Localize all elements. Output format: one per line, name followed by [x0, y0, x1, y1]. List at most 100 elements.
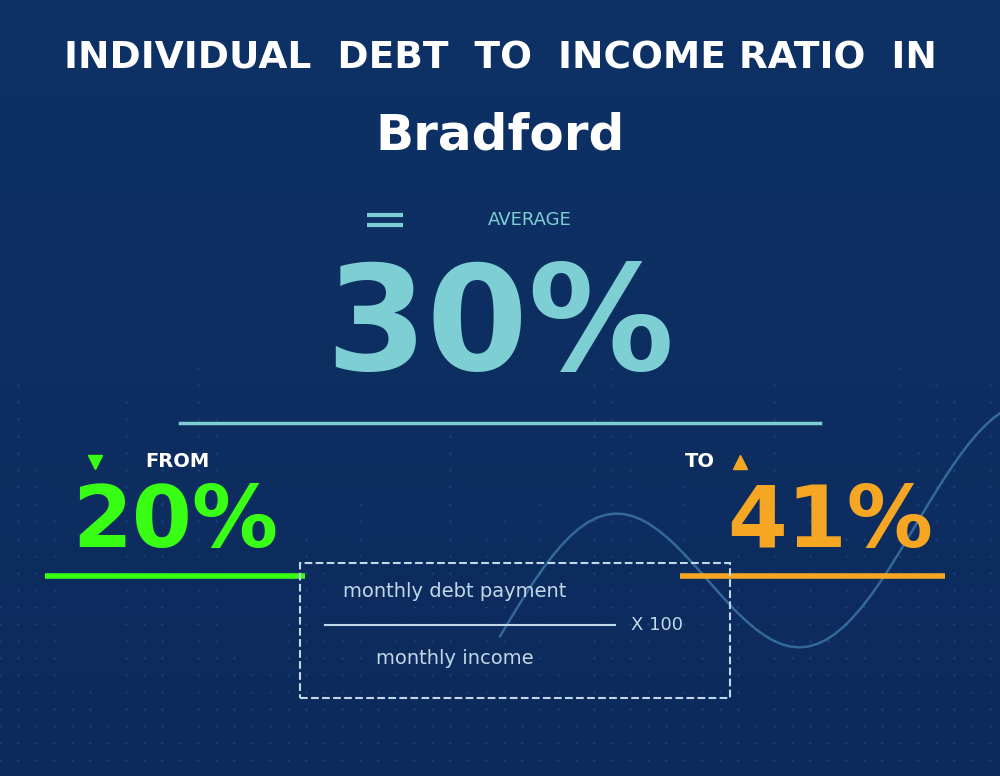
- Bar: [0, 427, 1000, 435]
- Bar: [0, 132, 1000, 140]
- Bar: [0, 714, 1000, 722]
- Bar: [0, 388, 1000, 396]
- Bar: [0, 109, 1000, 116]
- Bar: [0, 582, 1000, 590]
- Bar: [0, 559, 1000, 566]
- Bar: [0, 163, 1000, 171]
- Bar: [0, 504, 1000, 512]
- Bar: [0, 287, 1000, 295]
- Bar: [0, 210, 1000, 217]
- Bar: [0, 233, 1000, 241]
- Bar: [0, 47, 1000, 54]
- Bar: [0, 551, 1000, 559]
- Text: AVERAGE: AVERAGE: [488, 210, 572, 229]
- Bar: [0, 629, 1000, 636]
- Bar: [0, 279, 1000, 287]
- Bar: [0, 442, 1000, 450]
- Bar: [0, 85, 1000, 93]
- Bar: [0, 334, 1000, 341]
- Bar: [0, 512, 1000, 520]
- Bar: [0, 722, 1000, 729]
- Bar: [0, 101, 1000, 109]
- Text: Bradford: Bradford: [375, 112, 625, 160]
- Bar: [0, 458, 1000, 466]
- Bar: [0, 613, 1000, 621]
- Bar: [0, 745, 1000, 753]
- Bar: [0, 124, 1000, 132]
- Bar: [0, 753, 1000, 760]
- Bar: [0, 737, 1000, 745]
- Bar: [0, 605, 1000, 613]
- Bar: [0, 248, 1000, 256]
- Bar: [0, 698, 1000, 706]
- Bar: [0, 760, 1000, 768]
- Bar: [0, 78, 1000, 85]
- Bar: [0, 636, 1000, 644]
- Bar: [0, 326, 1000, 334]
- Bar: [0, 667, 1000, 675]
- Bar: [0, 528, 1000, 535]
- Bar: [0, 660, 1000, 667]
- Bar: [0, 341, 1000, 349]
- Bar: [0, 691, 1000, 698]
- Bar: [0, 768, 1000, 776]
- Bar: [300, 563, 730, 698]
- Bar: [0, 241, 1000, 248]
- Text: monthly debt payment: monthly debt payment: [343, 582, 567, 601]
- Text: X 100: X 100: [631, 615, 683, 634]
- Bar: [0, 435, 1000, 442]
- Bar: [0, 140, 1000, 147]
- Bar: [0, 535, 1000, 543]
- Bar: [0, 473, 1000, 481]
- Bar: [0, 264, 1000, 272]
- Bar: [0, 303, 1000, 310]
- Bar: [0, 16, 1000, 23]
- Bar: [0, 39, 1000, 47]
- Bar: [0, 683, 1000, 691]
- Bar: [0, 310, 1000, 318]
- Bar: [0, 272, 1000, 279]
- Bar: [0, 178, 1000, 186]
- Bar: [0, 590, 1000, 598]
- Bar: [0, 396, 1000, 404]
- Bar: [0, 155, 1000, 163]
- Text: 41%: 41%: [727, 483, 933, 565]
- Text: INDIVIDUAL  DEBT  TO  INCOME RATIO  IN: INDIVIDUAL DEBT TO INCOME RATIO IN: [64, 40, 936, 76]
- Bar: [0, 644, 1000, 652]
- Bar: [0, 419, 1000, 427]
- Bar: [0, 31, 1000, 39]
- Bar: [0, 0, 1000, 8]
- Bar: [0, 621, 1000, 629]
- Bar: [0, 217, 1000, 225]
- Bar: [0, 54, 1000, 62]
- Bar: [0, 365, 1000, 372]
- Bar: [0, 357, 1000, 365]
- Bar: [0, 574, 1000, 582]
- Bar: [0, 729, 1000, 737]
- Bar: [0, 225, 1000, 233]
- Bar: [0, 566, 1000, 574]
- Bar: [0, 543, 1000, 551]
- Bar: [0, 256, 1000, 264]
- Bar: [0, 194, 1000, 202]
- Bar: [0, 675, 1000, 683]
- Bar: [0, 404, 1000, 411]
- Bar: [0, 147, 1000, 155]
- Bar: [0, 411, 1000, 419]
- Bar: [0, 318, 1000, 326]
- Bar: [0, 652, 1000, 660]
- Bar: [0, 497, 1000, 504]
- Bar: [0, 372, 1000, 380]
- Text: 30%: 30%: [325, 259, 675, 400]
- Bar: [0, 186, 1000, 194]
- Text: TO: TO: [685, 452, 715, 471]
- Bar: [0, 489, 1000, 497]
- Bar: [0, 349, 1000, 357]
- Bar: [0, 23, 1000, 31]
- Bar: [0, 93, 1000, 101]
- Bar: [0, 598, 1000, 605]
- Bar: [0, 380, 1000, 388]
- Bar: [0, 450, 1000, 458]
- Bar: [0, 466, 1000, 473]
- Bar: [0, 202, 1000, 210]
